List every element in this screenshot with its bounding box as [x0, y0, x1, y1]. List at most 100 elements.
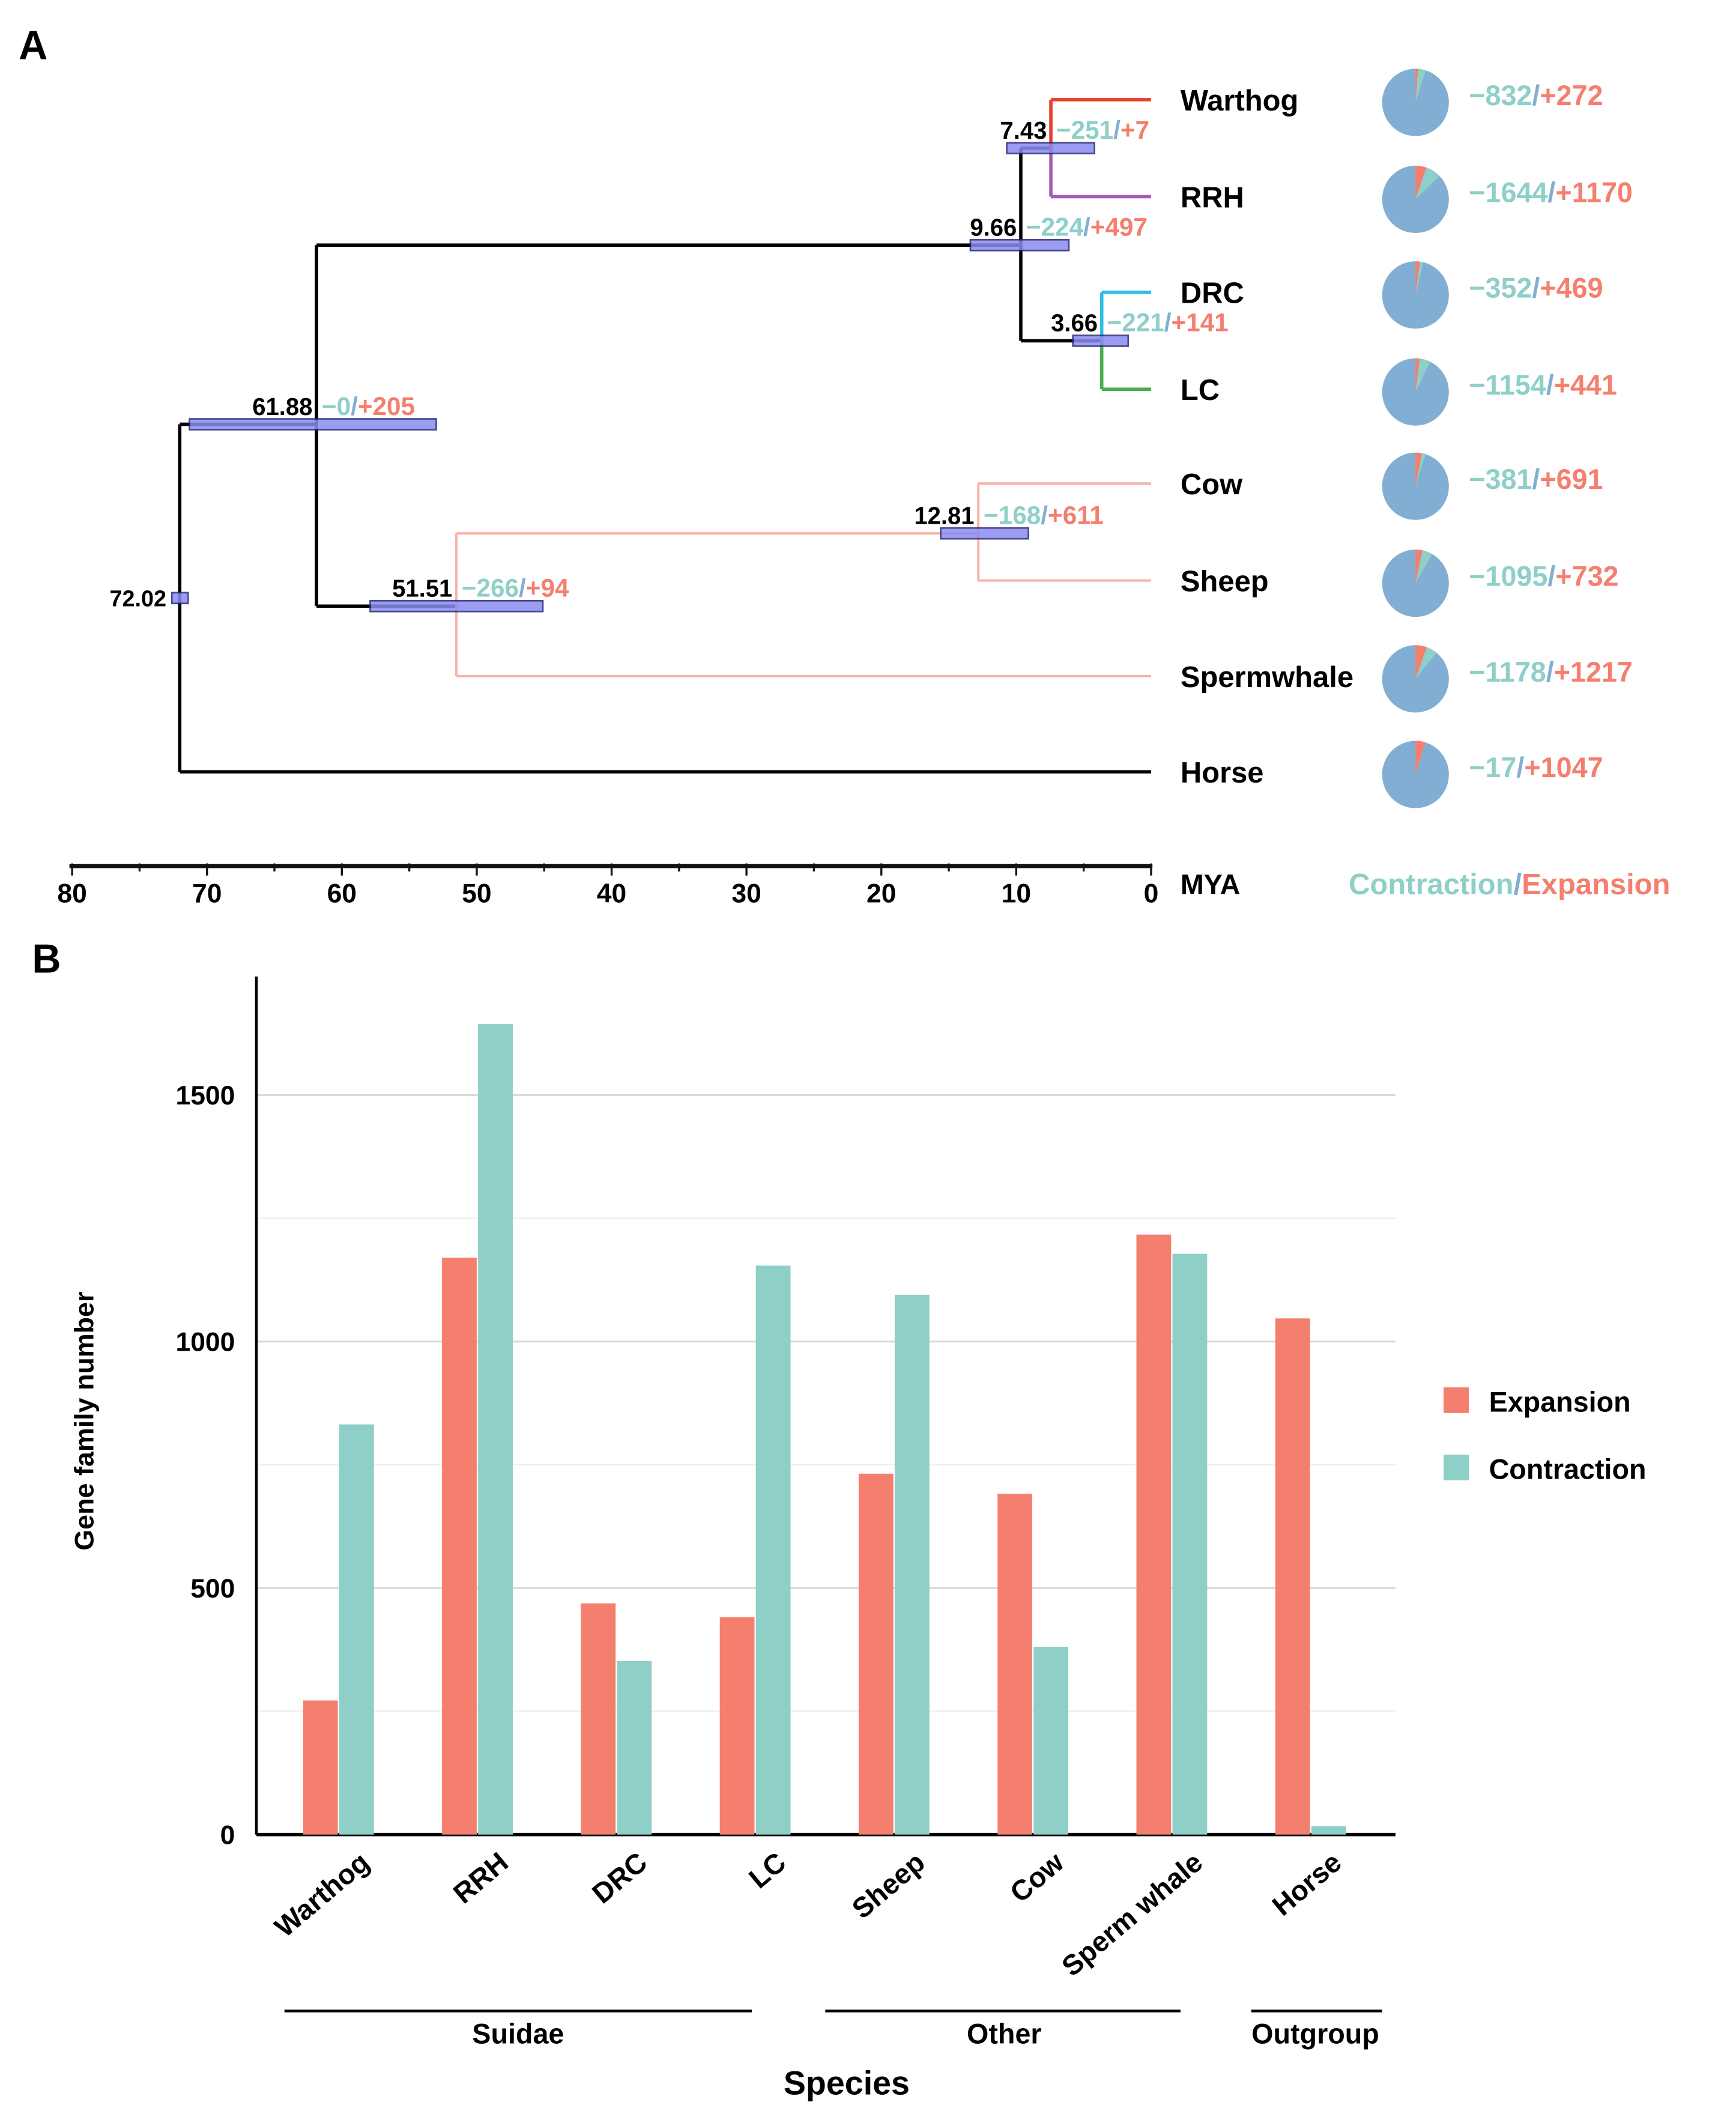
group-label: Outgroup — [1251, 2018, 1379, 2049]
y-tick-label: 1000 — [175, 1327, 235, 1357]
bar-chart: 0 500 1000 1500 Warthog RRH DRC LC Sheep CowSperm… — [175, 977, 1647, 2049]
pie-slice-expansion — [1415, 261, 1420, 295]
legend-slash: / — [1514, 868, 1522, 901]
pie-slice-expansion — [1415, 358, 1420, 392]
time-axis-unit: MYA — [1181, 869, 1240, 900]
node-change-label: −251/+7 — [1056, 116, 1149, 144]
time-axis-tick-label: 10 — [1002, 879, 1031, 909]
node-contraction: −224 — [1026, 213, 1084, 241]
node-change-label: −0/+205 — [322, 392, 415, 420]
tip-change-label: −352/+469 — [1469, 272, 1603, 303]
bar-contraction — [1033, 1646, 1069, 1835]
tip-expansion: +691 — [1540, 464, 1603, 495]
node-age-label: 9.66 — [970, 214, 1017, 241]
bar-contraction — [1311, 1826, 1346, 1835]
tip-name: Horse — [1181, 757, 1264, 789]
time-axis-tick-label: 80 — [57, 879, 86, 909]
pie-slice-expansion — [1415, 550, 1423, 584]
panel-a-label: A — [19, 23, 47, 68]
tip-name: Spermwhale — [1181, 661, 1353, 694]
bar-contraction — [894, 1294, 930, 1835]
bar-expansion — [1136, 1234, 1172, 1835]
pie-slice-contraction — [1415, 359, 1430, 392]
tip-name: Sheep — [1181, 565, 1269, 598]
bar-expansion — [719, 1617, 755, 1835]
tip-change-label: −17/+1047 — [1469, 752, 1603, 783]
y-axis-label: Gene family number — [70, 1292, 100, 1551]
slash: / — [1546, 369, 1554, 401]
tip-contraction: −381 — [1469, 464, 1532, 495]
bar-expansion — [858, 1473, 894, 1835]
node-age-ci-bar — [171, 592, 189, 605]
legend-swatch-expansion — [1443, 1387, 1469, 1413]
time-axis-tick-label: 70 — [192, 879, 222, 909]
pie-slice-contraction — [1415, 261, 1424, 295]
pie-slice-expansion — [1415, 165, 1427, 199]
node-age-label: 51.51 — [392, 575, 452, 602]
node-expansion: +205 — [358, 392, 415, 420]
node-contraction: −251 — [1056, 116, 1113, 144]
slash: / — [1516, 752, 1524, 783]
node-change-label: −224/+497 — [1026, 213, 1148, 241]
tip-expansion: +469 — [1540, 272, 1603, 303]
tree-legend: Contraction/Expansion — [1349, 868, 1670, 901]
node-contraction: −266 — [462, 574, 519, 602]
node-contraction: −168 — [984, 501, 1041, 529]
tip-name: Cow — [1181, 468, 1243, 501]
node-age-label: 7.43 — [1000, 117, 1047, 144]
y-tick-label: 500 — [190, 1574, 235, 1604]
x-tick-label: RRH — [447, 1846, 514, 1910]
tip-expansion: +732 — [1555, 560, 1618, 592]
tip-contraction: −1644 — [1469, 177, 1547, 208]
pie-slice-contraction — [1415, 647, 1437, 679]
node-expansion: +94 — [526, 574, 569, 602]
slash: / — [1083, 213, 1090, 241]
bar-contraction — [1172, 1253, 1208, 1835]
bar-expansion — [303, 1700, 338, 1835]
pie-slice-contraction — [1415, 742, 1426, 775]
tip-contraction: −352 — [1469, 272, 1532, 303]
x-tick-label: DRC — [586, 1846, 653, 1910]
x-tick-label: Sperm whale — [1056, 1846, 1208, 1982]
x-axis-label: Species — [784, 2064, 910, 2101]
node-age-label: 72.02 — [110, 586, 167, 611]
time-axis-tick-label: 40 — [597, 879, 626, 909]
slash: / — [1546, 656, 1554, 688]
node-age-label: 12.81 — [914, 502, 974, 529]
x-tick-label: Sheep — [846, 1846, 931, 1925]
node-expansion: +7 — [1121, 116, 1149, 144]
tip-change-label: −832/+272 — [1469, 80, 1603, 111]
group-label: Suidae — [472, 2018, 564, 2049]
bar-expansion — [1275, 1318, 1310, 1835]
time-axis-tick-label: 20 — [866, 879, 896, 909]
slash: / — [1547, 560, 1555, 592]
slash: / — [1164, 309, 1172, 337]
node-expansion: +611 — [1048, 501, 1104, 529]
bar-contraction — [617, 1661, 652, 1835]
tip-change-label: −1644/+1170 — [1469, 177, 1633, 208]
tip-contraction: −832 — [1469, 80, 1532, 111]
tip-name: Warthog — [1181, 85, 1299, 117]
tip-change-label: −1095/+732 — [1469, 560, 1618, 592]
node-expansion: +141 — [1172, 309, 1229, 337]
time-axis-tick-label: 0 — [1144, 879, 1159, 909]
time-axis: 80 70 60 50 40 30 20 10 0 — [57, 863, 1159, 909]
pie-slice-contraction — [1415, 453, 1426, 486]
group-label: Other — [967, 2018, 1042, 2049]
bar-expansion — [581, 1603, 616, 1835]
node-change-label: −266/+94 — [462, 574, 569, 602]
node-change-label: −221/+141 — [1107, 309, 1229, 337]
tip-name: RRH — [1181, 181, 1244, 214]
x-tick-label: Cow — [1004, 1846, 1069, 1909]
pie-slice-contraction — [1415, 68, 1426, 103]
tip-contraction: −17 — [1469, 752, 1516, 783]
bar-expansion — [442, 1258, 477, 1835]
node-change-label: −168/+611 — [984, 501, 1104, 529]
tip-expansion: +441 — [1554, 369, 1617, 401]
tip-expansion: +1170 — [1555, 177, 1633, 208]
bar-contraction — [755, 1265, 791, 1835]
x-tick-label: Horse — [1266, 1846, 1347, 1922]
x-tick-label: LC — [743, 1846, 792, 1894]
